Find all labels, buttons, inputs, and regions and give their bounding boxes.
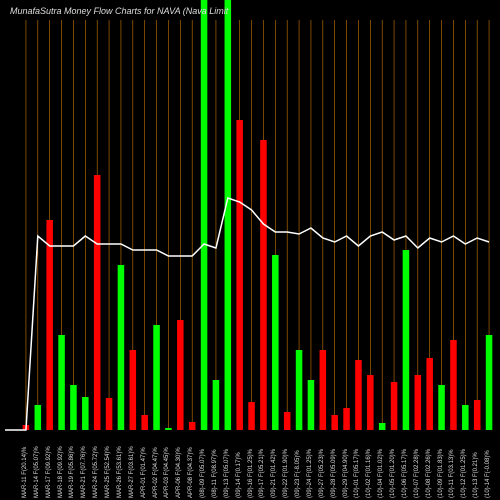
bar bbox=[260, 140, 267, 430]
bar bbox=[415, 375, 422, 430]
x-label: APR-08 F(04.37)% bbox=[188, 447, 194, 498]
x-label: (10)-06 F(05.17)% bbox=[402, 449, 408, 498]
x-label: (10)-12 F(01.25)% bbox=[461, 449, 467, 498]
x-label: (10)-14 F(-0.08)% bbox=[485, 450, 491, 498]
bar bbox=[296, 350, 303, 430]
bar bbox=[248, 402, 255, 430]
x-label: (10)-11 F(03.13)% bbox=[449, 449, 455, 498]
bar bbox=[272, 255, 279, 430]
x-label: (08)-11 F(08.97)% bbox=[212, 449, 218, 498]
x-label: APR-03 F(04.45)% bbox=[164, 447, 170, 498]
bar bbox=[213, 380, 220, 430]
x-label: (09)-17 F(05.21)% bbox=[259, 449, 265, 498]
bar bbox=[189, 422, 196, 430]
bar bbox=[462, 405, 469, 430]
x-label: (09)-16 F(01.25)% bbox=[248, 449, 254, 498]
x-label: MAR-19 F(05.86)% bbox=[69, 446, 75, 498]
x-label: (08)-09 F(05.07)% bbox=[200, 449, 206, 498]
bar bbox=[177, 320, 184, 430]
x-label: MAR-17 F(09.92)% bbox=[46, 446, 52, 498]
x-label: (10)-07 F(02.28)% bbox=[414, 449, 420, 498]
bar bbox=[284, 412, 291, 430]
bar bbox=[320, 350, 327, 430]
x-label: MAR-11 F(20.14)% bbox=[22, 447, 28, 498]
bar bbox=[438, 385, 445, 430]
x-label: (09)-24 F(01.25)% bbox=[307, 449, 313, 498]
bar bbox=[450, 340, 457, 430]
x-axis-labels: MAR-11 F(20.14)% MAR-14 F(05.07)% MAR-17 F… bbox=[0, 430, 500, 500]
bar bbox=[201, 0, 208, 430]
bar bbox=[130, 350, 137, 430]
x-label: MAR-14 F(05.07)% bbox=[34, 446, 40, 498]
x-label: APR-02 F(04.47)% bbox=[153, 447, 159, 498]
x-label: MAR-27 F(03.61)% bbox=[129, 446, 135, 498]
chart-container: MunafaSutra Money Flow Charts for NAVA (… bbox=[0, 0, 500, 500]
x-label: (09)-29 F(04.90)% bbox=[343, 449, 349, 498]
x-label: APR-06 F(04.30)% bbox=[176, 447, 182, 498]
bar bbox=[225, 0, 232, 430]
chart-title: MunafaSutra Money Flow Charts for NAVA (… bbox=[10, 6, 228, 16]
x-label: (09)-21 F(01.42)% bbox=[271, 449, 277, 498]
bar bbox=[474, 400, 481, 430]
bar bbox=[367, 375, 374, 430]
x-label: (10)-04 F(01.02)% bbox=[378, 449, 384, 498]
bar bbox=[331, 415, 338, 430]
bar bbox=[379, 423, 386, 430]
bar bbox=[391, 382, 398, 430]
bar bbox=[308, 380, 315, 430]
bar bbox=[35, 405, 42, 430]
x-label: (09)-27 F(05.23)% bbox=[319, 449, 325, 498]
bar bbox=[355, 360, 362, 430]
x-label: (10)-02 F(01.16)% bbox=[366, 449, 372, 498]
bar bbox=[403, 250, 410, 430]
x-label: MAR-24 F(05.72)% bbox=[93, 446, 99, 498]
bar bbox=[153, 325, 160, 430]
bar bbox=[46, 220, 53, 430]
bar bbox=[94, 175, 101, 430]
x-label: (10)-05 F(01.20)% bbox=[390, 449, 396, 498]
x-label: MAR-26 F(53.61)% bbox=[117, 446, 123, 498]
x-label: (09)-14 F(0.17)% bbox=[236, 452, 242, 498]
bar bbox=[70, 385, 77, 430]
x-label: MAR-18 F(09.92)% bbox=[58, 446, 64, 498]
plot-svg bbox=[0, 0, 500, 500]
bar bbox=[58, 335, 65, 430]
bar bbox=[141, 415, 148, 430]
x-label: MAR-25 F(52.54)% bbox=[105, 446, 111, 498]
x-label: (10)-01 F(05.17)% bbox=[354, 449, 360, 498]
bar bbox=[486, 335, 493, 430]
x-label: (10)-09 F(01.83)% bbox=[438, 449, 444, 498]
x-label: APR-01 F(01.47)% bbox=[141, 447, 147, 498]
bar bbox=[236, 120, 243, 430]
bar bbox=[106, 398, 113, 430]
bar bbox=[82, 397, 89, 430]
x-label: (10)-08 F(02.26)% bbox=[426, 449, 432, 498]
bar bbox=[426, 358, 433, 430]
x-label: MAR-21 F(07.76)% bbox=[81, 446, 87, 498]
bar bbox=[118, 265, 125, 430]
x-label: (09)-13 F(05.07)% bbox=[224, 449, 230, 498]
x-label: (09)-28 F(05.09)% bbox=[331, 449, 337, 498]
x-label: (09)-22 F(01.90)% bbox=[283, 449, 289, 498]
bar bbox=[343, 408, 350, 430]
x-label: (10)-13 F(0.21)% bbox=[473, 452, 479, 498]
x-label: (09)-23 F(-8.05)% bbox=[295, 450, 301, 498]
